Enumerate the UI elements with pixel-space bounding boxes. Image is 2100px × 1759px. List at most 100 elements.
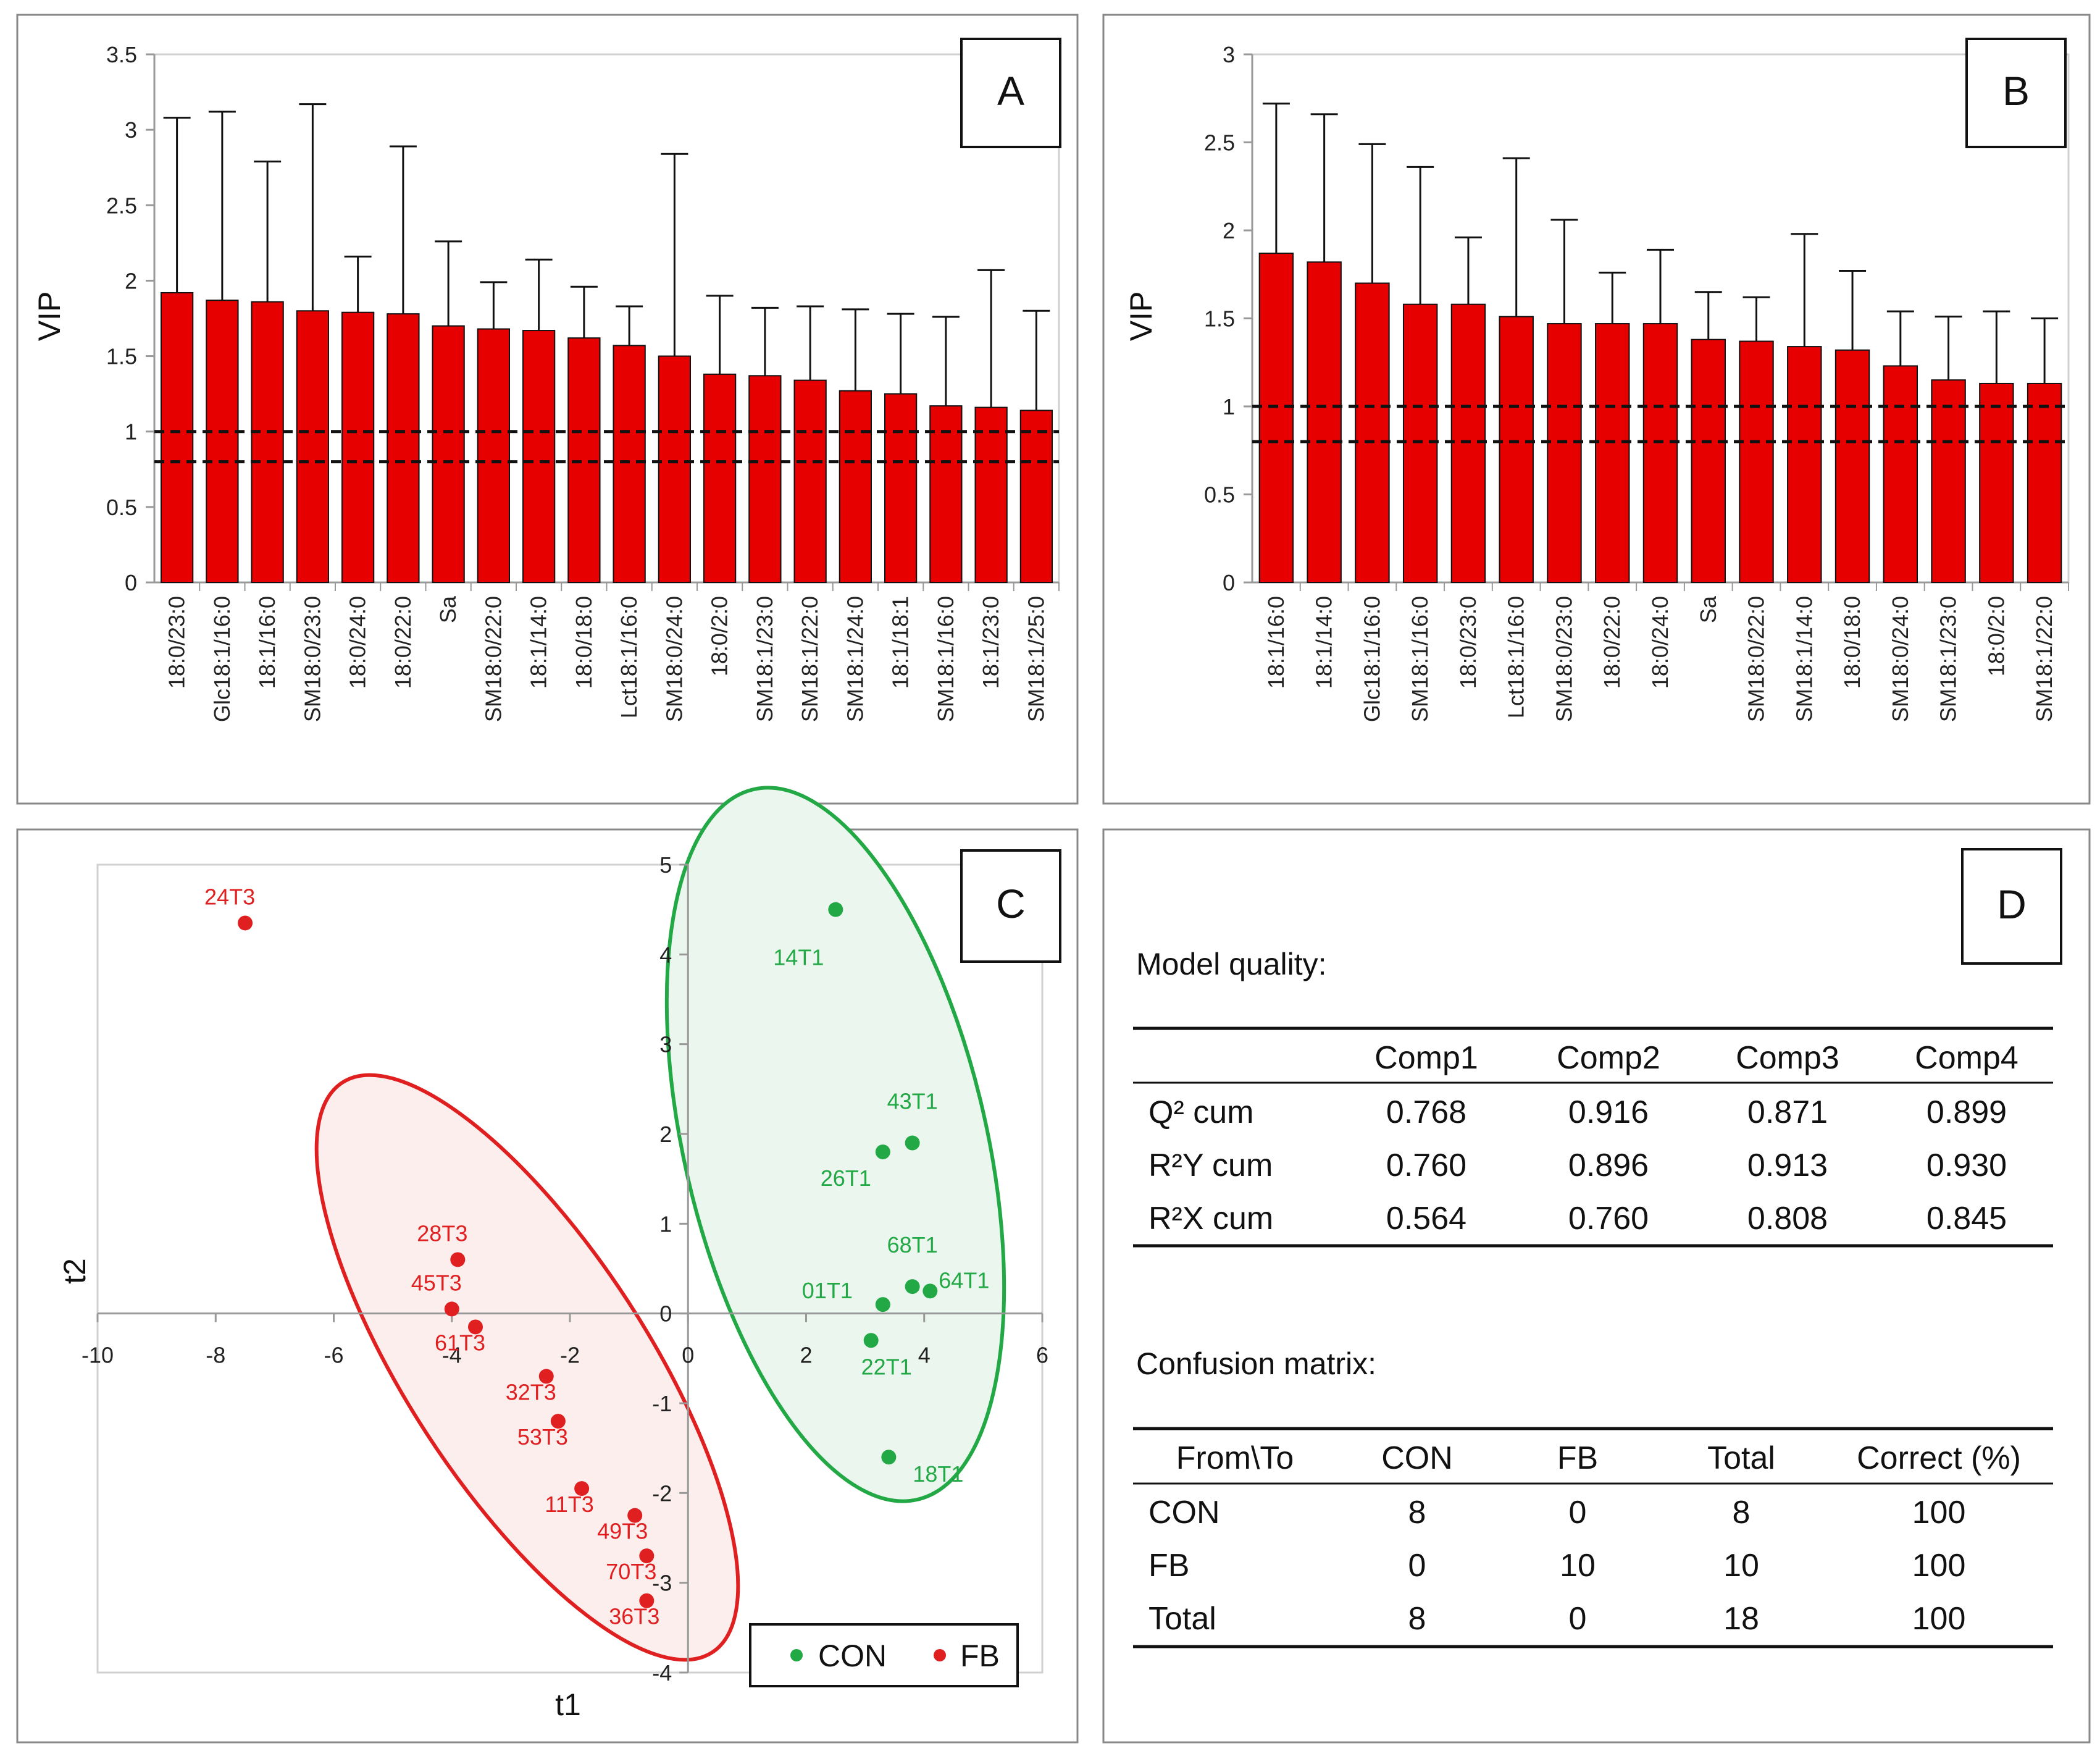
panel-a-letter-box — [960, 38, 1061, 148]
c-fb-point — [550, 1414, 566, 1429]
c-con-point-label: 26T1 — [821, 1165, 871, 1191]
panel-a-y-axis-title: VIP — [32, 292, 67, 342]
panel-d-model-stats: D Model quality: Comp1 Comp2 Comp3 Comp4 Q² … — [1133, 848, 2062, 1648]
mq-cell: 0.916 — [1568, 1094, 1649, 1130]
c-fb-point — [639, 1548, 655, 1564]
a-y-tick-label: 3.5 — [106, 42, 137, 67]
b-category-label: 18:0/18:0 — [1839, 596, 1865, 689]
a-category-label: 18:1/18:1 — [888, 596, 913, 689]
panel-b-y-axis-title: VIP — [1124, 292, 1158, 342]
c-y-tick-label: -3 — [652, 1571, 672, 1596]
c-y-tick-label: 3 — [659, 1032, 672, 1057]
c-x-tick-label: 2 — [800, 1343, 812, 1368]
c-x-tick-label: 0 — [682, 1343, 694, 1368]
c-con-point — [875, 1144, 890, 1160]
a-bar — [839, 390, 872, 583]
b-category-label: 18:0/2:0 — [1983, 596, 2009, 676]
a-y-tick-label: 1 — [125, 419, 137, 445]
b-bar — [1883, 365, 1918, 583]
c-con-point — [875, 1297, 890, 1312]
c-fb-point — [444, 1301, 459, 1317]
b-category-label: 18:0/23:0 — [1455, 596, 1481, 689]
confusion-matrix-title: Confusion matrix: — [1136, 1346, 1376, 1381]
a-category-label: Lct18:1/16:0 — [616, 596, 642, 718]
b-category-label: SM18:1/23:0 — [1936, 596, 1961, 722]
b-bar — [1547, 323, 1582, 583]
a-y-tick-label: 0.5 — [106, 495, 137, 520]
panel-c-letter: C — [996, 881, 1026, 926]
c-con-point-label: 14T1 — [773, 945, 824, 970]
a-category-label: SM18:1/22:0 — [797, 596, 822, 722]
c-fb-point — [627, 1508, 643, 1523]
b-category-label: SM18:0/23:0 — [1551, 596, 1576, 722]
c-con-point — [905, 1135, 920, 1151]
panel-a-y-axis: 0 0.5 1 1.5 2 2.5 3 3.5 — [106, 42, 1060, 595]
cm-cell: 8 — [1408, 1495, 1426, 1530]
mq-cell: 0.808 — [1747, 1201, 1828, 1236]
mq-cell: 0.768 — [1386, 1094, 1466, 1130]
legend-fb-label: FB — [960, 1639, 1000, 1673]
b-bar — [1499, 316, 1534, 584]
c-fb-point-label: 45T3 — [411, 1270, 462, 1295]
mq-cell: 0.760 — [1386, 1148, 1466, 1183]
a-bar — [296, 310, 330, 583]
c-fb-point-label: 61T3 — [435, 1330, 485, 1355]
a-bar — [160, 292, 194, 583]
a-bar — [884, 393, 918, 584]
cm-cell: 100 — [1912, 1601, 1966, 1637]
panel-d-frame — [1102, 828, 2091, 1744]
mq-cell: 0.871 — [1747, 1094, 1828, 1130]
mq-cell: 0.564 — [1386, 1201, 1466, 1236]
b-bar — [1691, 338, 1726, 583]
panel-b-letter: B — [2002, 68, 2030, 114]
mq-cell: 0.845 — [1926, 1201, 2007, 1236]
cm-header-cell: FB — [1557, 1440, 1598, 1476]
a-category-label: SM18:0/22:0 — [480, 596, 506, 722]
c-x-tick-label: -6 — [324, 1343, 343, 1368]
c-con-point-label: 01T1 — [802, 1278, 853, 1303]
c-con-point — [881, 1450, 897, 1465]
legend-fb-marker — [934, 1649, 946, 1661]
b-bar — [1642, 323, 1678, 583]
b-category-label: SM18:1/16:0 — [1407, 596, 1433, 722]
cm-cell: 100 — [1912, 1495, 1966, 1530]
panel-b-x-labels: 18:1/16:0 18:1/14:0 Glc18:1/16:0 SM18:1/16:… — [1263, 595, 2057, 722]
cm-cell: 0 — [1408, 1548, 1426, 1584]
c-y-tick-label: -2 — [652, 1480, 672, 1506]
b-bar — [1739, 340, 1774, 583]
b-category-label: SM18:1/22:0 — [2031, 596, 2057, 722]
a-category-label: SM18:0/23:0 — [299, 596, 325, 722]
b-y-tick-label: 1 — [1223, 394, 1235, 419]
c-x-tick-label: -2 — [560, 1343, 580, 1368]
a-category-label: 18:0/18:0 — [571, 596, 596, 689]
legend-con-label: CON — [818, 1639, 887, 1673]
mq-cell: 0.913 — [1747, 1148, 1828, 1183]
cm-row-label: FB — [1148, 1548, 1189, 1584]
c-y-tick-label: 4 — [659, 942, 672, 967]
b-category-label: Glc18:1/16:0 — [1359, 596, 1384, 722]
cm-header-cell: Correct (%) — [1857, 1440, 2021, 1476]
c-x-tick-label: -10 — [82, 1343, 114, 1368]
c-x-tick-label: -4 — [442, 1343, 462, 1368]
b-y-tick-label: 1.5 — [1204, 306, 1235, 332]
a-bar — [793, 379, 827, 584]
c-con-point-label: 68T1 — [887, 1232, 938, 1257]
mq-row-label: R²Y cum — [1148, 1148, 1273, 1183]
a-category-label: SM18:1/23:0 — [752, 596, 777, 722]
a-category-label: SM18:0/24:0 — [661, 596, 687, 722]
a-category-label: SM18:1/24:0 — [842, 596, 868, 722]
cm-cell: 8 — [1408, 1601, 1426, 1637]
a-bar — [477, 328, 511, 583]
model-quality-title: Model quality: — [1136, 947, 1327, 981]
c-fb-point-label: 32T3 — [506, 1379, 556, 1404]
c-fb-point-label: 28T3 — [417, 1220, 467, 1246]
c-fb-point-label: 70T3 — [606, 1559, 656, 1584]
b-category-label: 18:0/22:0 — [1599, 596, 1625, 689]
c-fb-point — [538, 1369, 554, 1384]
a-category-label: 18:1/23:0 — [978, 596, 1003, 689]
b-bar — [1355, 282, 1390, 583]
